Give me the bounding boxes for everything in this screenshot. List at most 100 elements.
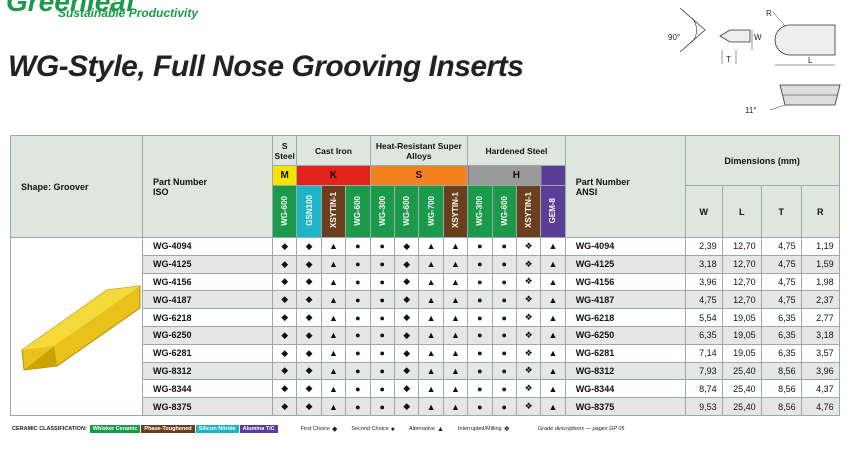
grade-symbol: ●	[491, 254, 517, 274]
grade-symbol: ❖	[515, 343, 542, 363]
grade-name: WG-600	[280, 195, 290, 226]
dimension-value: 1,98	[800, 272, 840, 292]
iso-part: WG-8375	[142, 397, 273, 416]
group-letter: M	[271, 165, 298, 186]
legend-label: CERAMIC CLASSIFICATION:	[12, 426, 87, 432]
grade-symbol: ▲	[442, 237, 469, 256]
group-letter: H	[467, 165, 566, 186]
grade-symbol: ▲	[540, 361, 566, 381]
grade-symbol: ❖	[515, 379, 542, 399]
iso-part: WG-8312	[142, 361, 273, 381]
legend-symbol-name: Second Choice	[351, 426, 389, 432]
grade-symbol: ●	[369, 272, 395, 292]
dimension-value: 7,14	[684, 343, 723, 363]
grade-symbol: ▲	[418, 272, 444, 292]
grade-header: WG-600	[271, 185, 298, 238]
dimension-value: 3,96	[800, 361, 840, 381]
grade-symbol: ▲	[442, 397, 469, 416]
iso-header-text: Part Number	[153, 176, 208, 187]
grade-symbol: ▲	[320, 272, 347, 292]
grade-symbol: ❖	[515, 397, 542, 416]
grade-symbol: ●	[369, 397, 395, 416]
grade-symbol: ●	[345, 379, 371, 399]
grade-symbol: ●	[345, 343, 371, 363]
grade-symbol: ●	[467, 325, 493, 345]
grade-symbol: ●	[491, 325, 517, 345]
iso-part: WG-6250	[142, 325, 273, 345]
iso-part: WG-8344	[142, 379, 273, 399]
iso-part: WG-4187	[142, 290, 273, 310]
group-header: Cast Iron	[296, 135, 371, 166]
legend-symbol-name: Interrupted/Milling	[457, 426, 502, 432]
grade-header: XSYTIN-1	[515, 185, 542, 238]
grade-symbol: ❖	[515, 308, 542, 327]
dimension-value: 12,70	[721, 237, 762, 256]
dimension-value: 2,37	[800, 290, 840, 310]
legend-chip: Silicon Nitride	[195, 425, 239, 433]
ansi-header-text: ANSI	[575, 186, 598, 197]
grade-symbol: ❖	[515, 272, 542, 292]
dimension-header: L	[721, 185, 762, 238]
iso-part: WG-4125	[142, 254, 273, 274]
grade-symbol: ▲	[540, 343, 566, 363]
grade-symbol: ◆	[393, 379, 420, 399]
dimension-value: 1,59	[800, 254, 840, 274]
data-row: WG-4156 ◆ ◆ ▲ ● ● ◆ ▲ ▲ ● ● ❖ ▲ WG-4156 3,96 12,70 4,75 1…	[11, 272, 840, 292]
grade-symbol: ▲	[418, 308, 444, 327]
data-row: WG-8312 ◆ ◆ ▲ ● ● ◆ ▲ ▲ ● ● ❖ ▲ WG-8312 7,93 25,40 8,56 3…	[11, 361, 840, 381]
ansi-header: Part Number ANSI	[564, 135, 686, 238]
grade-symbol: ●	[345, 237, 371, 256]
grade-symbol: ▲	[540, 308, 566, 327]
grade-symbol: ▲	[442, 254, 469, 274]
grade-header: WG-300	[369, 185, 395, 238]
grade-symbol: ▲	[442, 308, 469, 327]
legend-symbol-name: First Choice	[300, 426, 330, 432]
grade-symbol: ●	[345, 325, 371, 345]
dimension-value: 4,37	[800, 379, 840, 399]
grade-symbol: ●	[467, 272, 493, 292]
grade-symbol: ▲	[320, 397, 347, 416]
dimension-value: 12,70	[721, 272, 762, 292]
shape-header: Shape: Groover	[10, 135, 143, 238]
dimension-value: 2,39	[684, 237, 723, 256]
grade-symbol: ▲	[418, 379, 444, 399]
grade-symbol: ▲	[540, 325, 566, 345]
grade-symbol: ●	[491, 343, 517, 363]
grade-name: WG-300	[377, 195, 387, 226]
diagram-label: R	[766, 9, 772, 18]
grade-symbol: ●	[467, 361, 493, 381]
dimension-value: 4,75	[760, 272, 802, 292]
dimension-value: 19,05	[721, 343, 762, 363]
data-row: WG-8344 ◆ ◆ ▲ ● ● ◆ ▲ ▲ ● ● ❖ ▲ WG-8344 8,74 25,40 8,56 4…	[11, 379, 840, 399]
grade-symbol: ❖	[515, 237, 542, 256]
grade-symbol: ●	[467, 397, 493, 416]
grade-symbol: ◆	[271, 343, 298, 363]
grade-name: WG-300	[475, 195, 485, 226]
dimension-value: 19,05	[721, 325, 762, 345]
diagram-label: L	[808, 56, 813, 65]
grade-symbol: ●	[369, 308, 395, 327]
diagram-label: 11°	[745, 106, 757, 115]
grade-symbol: ▲	[540, 272, 566, 292]
header-row: WG-600 GSN100 XSYTIN-1 WG-600 WG-300 WG-600 WG…	[11, 185, 840, 238]
grade-symbol: ◆	[393, 343, 420, 363]
iso-part: WG-4156	[142, 272, 273, 292]
grade-symbol: ▲	[540, 237, 566, 256]
grade-name: WG-600	[499, 195, 509, 226]
grade-symbol: ▲	[418, 325, 444, 345]
iso-header-text: ISO	[153, 186, 169, 197]
grade-symbol: ◆	[271, 272, 298, 292]
grade-symbol: ●	[345, 397, 371, 416]
grade-symbol: ◆	[393, 237, 420, 256]
grade-symbol: ●	[345, 254, 371, 274]
diagram-label: W	[754, 33, 762, 42]
grade-name: XSYTIN-1	[524, 192, 534, 229]
grade-symbol: ◆	[296, 379, 322, 399]
grade-symbol: ●	[369, 237, 395, 256]
grade-symbol: ●	[491, 272, 517, 292]
grade-symbol: ●	[491, 361, 517, 381]
grade-symbol: ▲	[442, 379, 469, 399]
group-header: S Steel	[271, 135, 298, 166]
grade-symbol: ●	[369, 254, 395, 274]
